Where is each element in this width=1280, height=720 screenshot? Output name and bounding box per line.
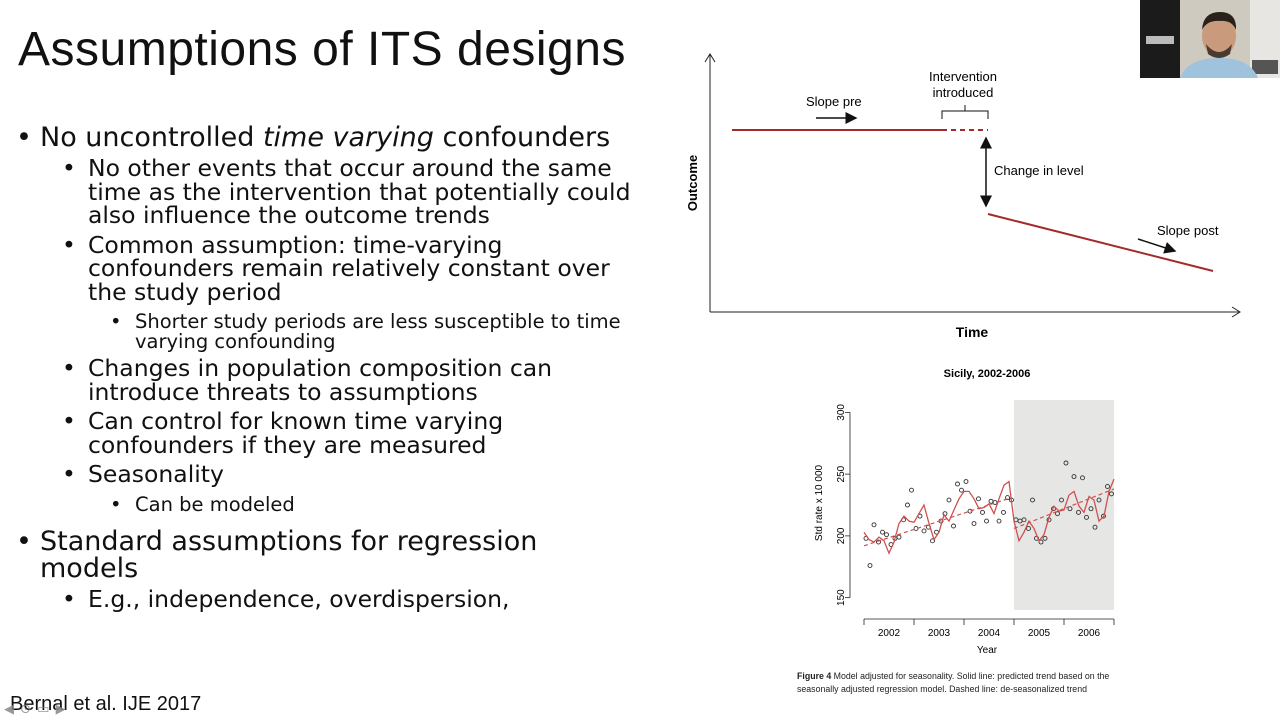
data-point — [1067, 506, 1073, 512]
figure-caption: Figure 4 Model adjusted for seasonality.… — [797, 671, 1110, 694]
bullet-standard-assumptions: • Standard assumptions for regression mo… — [16, 526, 538, 584]
data-point — [896, 534, 902, 540]
slide-nav-controls[interactable]: ◀ ⊙ ▭ ▶ — [4, 702, 67, 717]
x-tick-label: 2003 — [928, 628, 951, 639]
data-point — [955, 481, 960, 487]
data-point — [976, 496, 981, 502]
data-point — [1063, 460, 1069, 466]
data-point — [1026, 526, 1031, 531]
data-point — [1005, 495, 1010, 501]
data-point — [1030, 497, 1035, 503]
change-in-level-label: Change in level — [994, 163, 1084, 178]
bullet-confounders: • No uncontrolled time varying confounder… — [16, 122, 611, 153]
data-point — [921, 528, 927, 534]
predicted-trend-line — [863, 478, 1115, 555]
data-point — [1001, 509, 1006, 515]
bullet-list: • No uncontrolled time varying confounder… — [14, 118, 654, 612]
data-point — [1076, 509, 1081, 515]
chart-title: Sicily, 2002-2006 — [944, 368, 1031, 380]
data-point — [1088, 506, 1094, 512]
x-tick-label: 2006 — [1078, 628, 1101, 639]
bullet-independence: • E.g., independence, overdispersion, — [62, 585, 510, 613]
data-point — [1096, 497, 1102, 503]
data-point — [1021, 517, 1027, 523]
post-intervention-shade — [1014, 400, 1114, 610]
data-point — [1101, 513, 1106, 519]
intervention-label-1: Intervention — [929, 69, 997, 84]
speaker-webcam — [1140, 0, 1280, 78]
data-point — [1059, 497, 1064, 503]
y-tick-label: 250 — [836, 465, 847, 482]
y-tick-label: 150 — [836, 589, 847, 606]
sicily-chart: Sicily, 2002-2006 Std rate x 10 000 Year… — [814, 368, 1115, 656]
data-point — [963, 479, 969, 484]
chart-ylabel: Std rate x 10 000 — [814, 464, 825, 541]
data-point — [1109, 491, 1114, 497]
diagram-xlabel: Time — [956, 324, 989, 340]
data-point — [988, 498, 994, 504]
data-point — [867, 563, 873, 568]
bullet-population-composition: • Changes in population composition can … — [62, 354, 553, 406]
diagram-ylabel: Outcome — [685, 155, 700, 211]
data-point — [971, 521, 977, 526]
data-point — [884, 532, 889, 538]
data-point — [871, 522, 877, 528]
deseasonalized-trend-post — [1013, 488, 1115, 530]
data-point — [1084, 514, 1089, 520]
y-tick-label: 300 — [836, 404, 847, 421]
its-diagram: Outcome Time Slope pre Intervention intr… — [685, 53, 1241, 340]
data-point — [1038, 539, 1044, 545]
x-tick-label: 2005 — [1028, 628, 1051, 639]
data-point — [951, 523, 956, 529]
data-point — [959, 487, 964, 493]
data-point — [880, 529, 885, 535]
data-point — [1080, 475, 1085, 481]
post-trend-line — [987, 213, 1214, 272]
y-tick-label: 200 — [836, 527, 847, 544]
chart-xlabel: Year — [977, 645, 998, 656]
intervention-bracket — [941, 105, 989, 119]
data-point — [1055, 511, 1060, 517]
data-point — [984, 518, 989, 524]
data-point — [967, 508, 973, 514]
bullet-can-be-modeled: • Can be modeled — [110, 492, 295, 516]
deseasonalized-trend-pre — [863, 497, 1012, 547]
data-point — [992, 500, 998, 505]
data-point — [946, 497, 952, 503]
bullet-control-known: • Can control for known time varying con… — [62, 407, 504, 459]
slide-title: Assumptions of ITS designs — [18, 23, 626, 76]
x-tick-label: 2002 — [878, 628, 901, 639]
citation: Bernal et al. IJE 2017 — [10, 693, 202, 715]
data-point — [876, 539, 881, 545]
data-point — [905, 502, 910, 508]
data-point — [1092, 524, 1098, 530]
data-point — [1105, 484, 1110, 489]
data-point — [1042, 535, 1048, 541]
slope-post-label: Slope post — [1157, 223, 1219, 238]
speaker-silhouette — [1140, 0, 1280, 78]
bullet-seasonality: • Seasonality — [62, 460, 224, 488]
bullet-shorter-periods: • Shorter study periods are less suscept… — [110, 310, 621, 353]
data-point — [1071, 474, 1077, 480]
data-point — [980, 509, 985, 515]
slope-pre-label: Slope pre — [806, 94, 862, 109]
x-tick-label: 2004 — [978, 628, 1001, 639]
data-point — [909, 487, 914, 493]
slope-post-arrow — [1137, 238, 1177, 254]
data-point — [996, 518, 1002, 524]
intervention-label-2: introduced — [933, 85, 994, 100]
bullet-no-other-events: • No other events that occur around the … — [62, 154, 631, 229]
data-point — [930, 538, 935, 544]
bullet-common-assumption: • Common assumption: time-varying confou… — [62, 230, 610, 306]
